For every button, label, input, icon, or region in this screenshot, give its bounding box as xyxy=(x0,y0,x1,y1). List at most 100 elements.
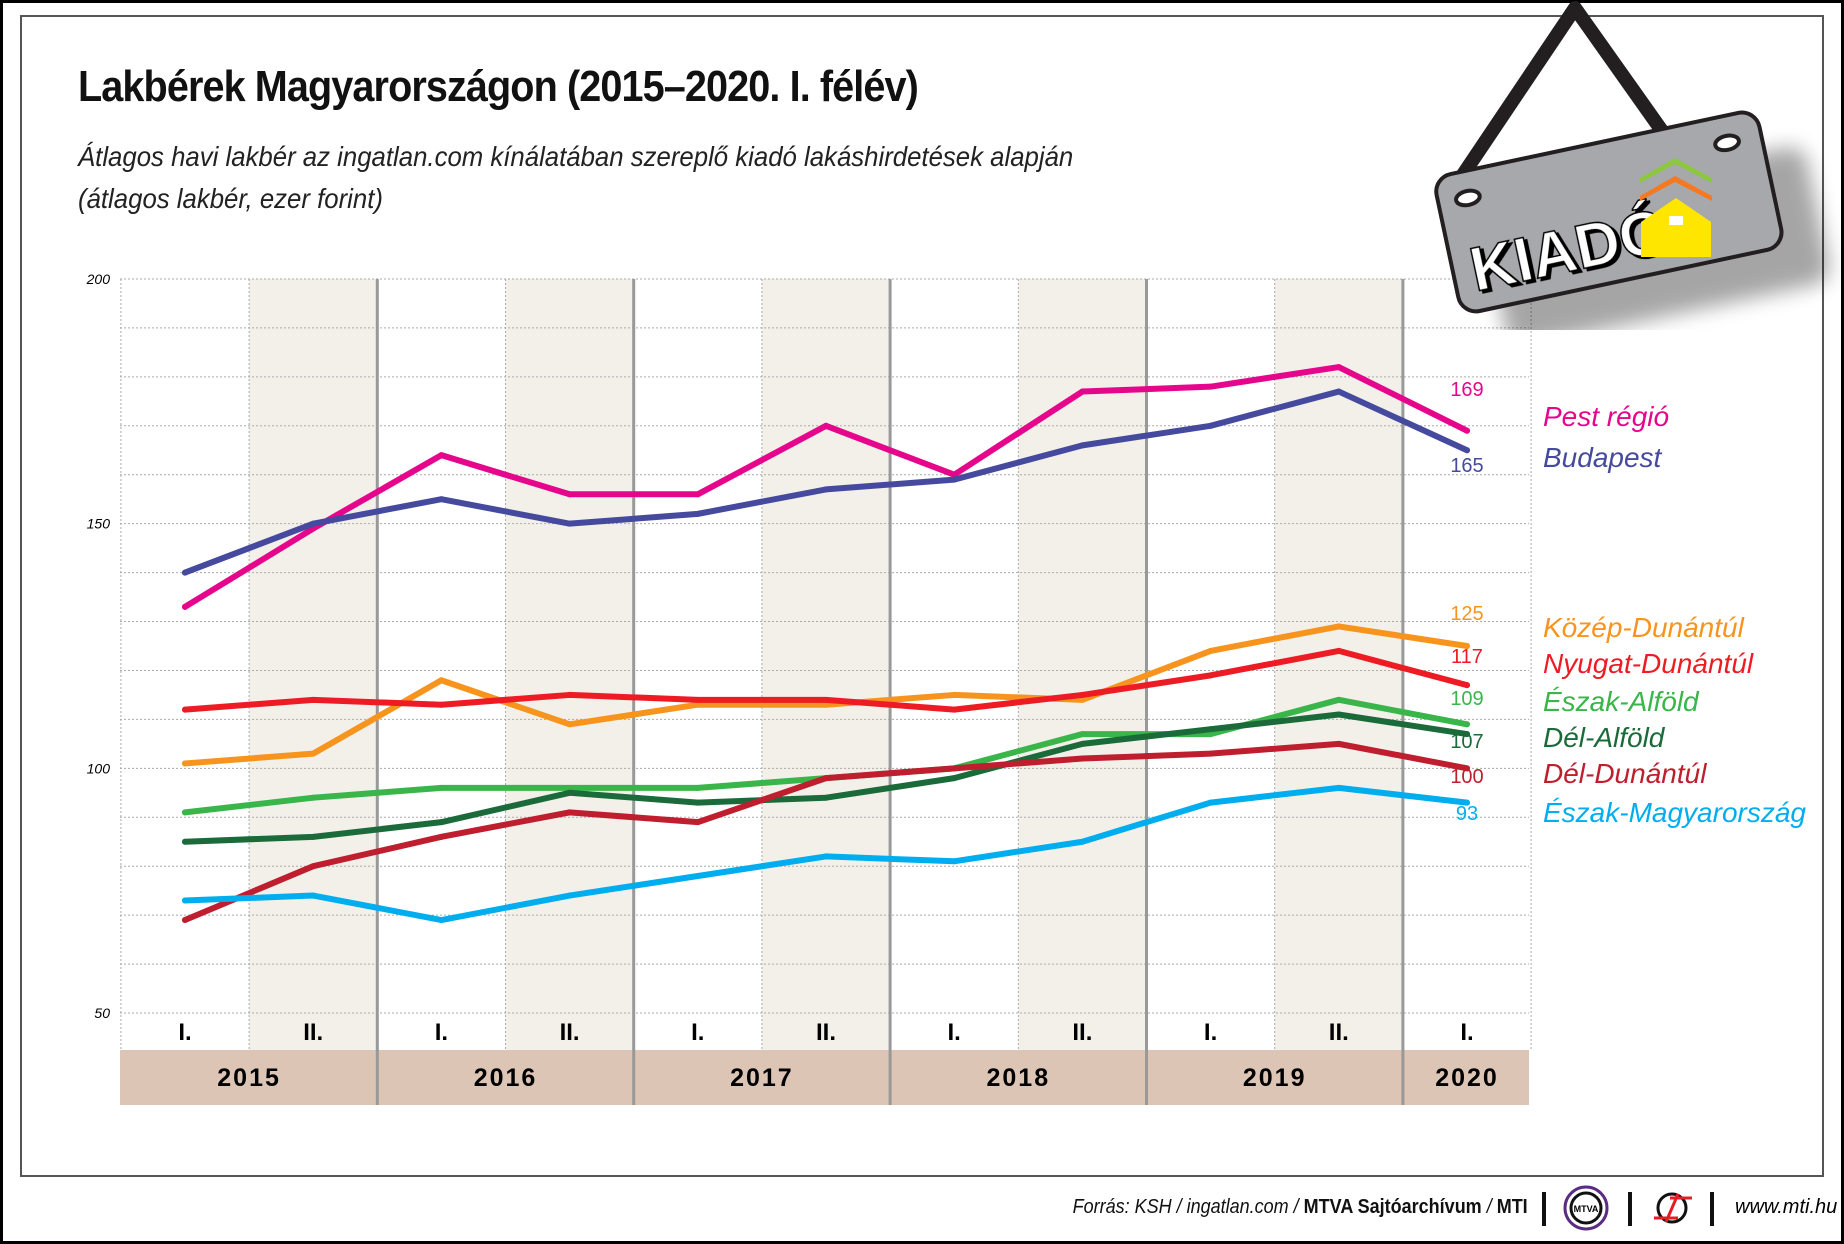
subtitle-line-1: Átlagos havi lakbér az ingatlan.com kíná… xyxy=(78,141,1074,172)
data-point xyxy=(1207,731,1214,738)
data-point xyxy=(1464,682,1470,689)
data-point xyxy=(566,491,573,498)
mtva-logo-text: MTVA xyxy=(1574,1204,1599,1214)
data-point xyxy=(1464,721,1470,728)
data-point xyxy=(1079,691,1086,698)
data-point xyxy=(438,452,445,459)
data-point xyxy=(566,520,573,527)
data-point xyxy=(951,706,958,713)
x-tick-label: II. xyxy=(303,1019,323,1046)
legend-label: Észak-Magyarország xyxy=(1543,797,1806,828)
data-point xyxy=(694,491,701,498)
data-point xyxy=(566,784,573,791)
y-tick-label: 50 xyxy=(94,1005,110,1021)
year-label: 2018 xyxy=(986,1064,1050,1092)
year-label: 2019 xyxy=(1243,1064,1307,1092)
legend-label: Dél-Alföld xyxy=(1543,722,1666,753)
source-text: Forrás: KSH / ingatlan.com / xyxy=(1072,1196,1304,1218)
data-point xyxy=(1335,740,1342,747)
shaded-band xyxy=(1018,279,1147,1050)
data-point xyxy=(1335,784,1342,791)
data-point xyxy=(1335,647,1342,654)
x-tick-label: II. xyxy=(1072,1019,1092,1046)
data-point xyxy=(566,892,573,899)
end-value-label: 169 xyxy=(1450,379,1483,401)
shaded-band xyxy=(761,279,891,1050)
mtva-logo-icon: MTVA xyxy=(1563,1185,1609,1231)
x-tick-label: I. xyxy=(1460,1019,1473,1046)
data-point xyxy=(1464,799,1470,806)
chart-frame xyxy=(20,15,1824,1177)
data-point xyxy=(1207,647,1214,654)
end-value-label: 117 xyxy=(1451,646,1483,668)
data-point xyxy=(1335,623,1342,630)
legend-label: Közép-Dunántúl xyxy=(1543,612,1745,643)
data-point xyxy=(310,892,317,899)
legend-label: Észak-Alföld xyxy=(1543,686,1700,717)
shaded-band xyxy=(249,279,378,1050)
data-point xyxy=(694,696,701,703)
end-value-label: 93 xyxy=(1456,803,1478,825)
data-point xyxy=(1207,422,1214,429)
y-tick-label: 200 xyxy=(86,271,111,287)
legend-label: Dél-Dunántúl xyxy=(1543,758,1707,789)
data-point xyxy=(1079,740,1086,747)
data-point xyxy=(1079,755,1086,762)
legend-label: Nyugat-Dunántúl xyxy=(1543,648,1754,679)
data-point xyxy=(438,784,445,791)
end-value-label: 100 xyxy=(1450,766,1483,788)
data-point xyxy=(566,691,573,698)
x-tick-label: I. xyxy=(435,1019,448,1046)
year-label: 2016 xyxy=(474,1064,538,1092)
end-value-label: 125 xyxy=(1450,603,1483,625)
data-point xyxy=(310,520,317,527)
data-point xyxy=(182,838,188,845)
data-point xyxy=(182,706,188,713)
data-point xyxy=(823,696,829,703)
source-mti: MTI xyxy=(1497,1196,1528,1218)
legend-label: Budapest xyxy=(1543,442,1663,473)
data-point xyxy=(182,760,188,767)
data-point xyxy=(1464,643,1470,649)
data-point xyxy=(438,819,445,826)
year-label: 2015 xyxy=(217,1064,281,1092)
data-point xyxy=(310,696,317,703)
data-point xyxy=(694,819,701,826)
data-point xyxy=(823,486,829,493)
data-point xyxy=(438,833,445,840)
data-point xyxy=(1207,383,1214,390)
data-point xyxy=(182,897,188,904)
page-title: Lakbérek Magyarországon (2015–2020. I. f… xyxy=(78,62,919,111)
year-label: 2017 xyxy=(730,1064,794,1092)
data-point xyxy=(566,721,573,728)
data-point xyxy=(823,701,829,708)
legend-label: Pest régió xyxy=(1543,401,1669,432)
mti-logo-icon xyxy=(1654,1192,1692,1224)
data-point xyxy=(1079,388,1086,395)
data-point xyxy=(823,422,829,429)
data-point xyxy=(438,496,445,503)
data-point xyxy=(1335,364,1342,371)
data-point xyxy=(694,784,701,791)
data-point xyxy=(1464,765,1470,772)
subtitle: Átlagos havi lakbér az ingatlan.com kíná… xyxy=(78,136,1073,220)
y-tick-label: 100 xyxy=(87,760,111,776)
data-point xyxy=(182,603,188,610)
data-point xyxy=(310,863,317,870)
data-point xyxy=(182,917,188,924)
data-point xyxy=(1335,388,1342,395)
end-value-label: 109 xyxy=(1450,688,1483,710)
data-point xyxy=(438,701,445,708)
for-rent-sign-icon: KIADÓ xyxy=(1434,1,1830,330)
data-point xyxy=(1464,427,1470,434)
data-point xyxy=(1207,750,1214,757)
end-value-label: 165 xyxy=(1450,455,1483,477)
data-point xyxy=(823,794,829,801)
data-point xyxy=(823,775,829,782)
data-point xyxy=(438,677,445,684)
data-point xyxy=(951,765,958,772)
data-point xyxy=(1079,731,1086,738)
website-link[interactable]: www.mti.hu xyxy=(1735,1196,1838,1218)
